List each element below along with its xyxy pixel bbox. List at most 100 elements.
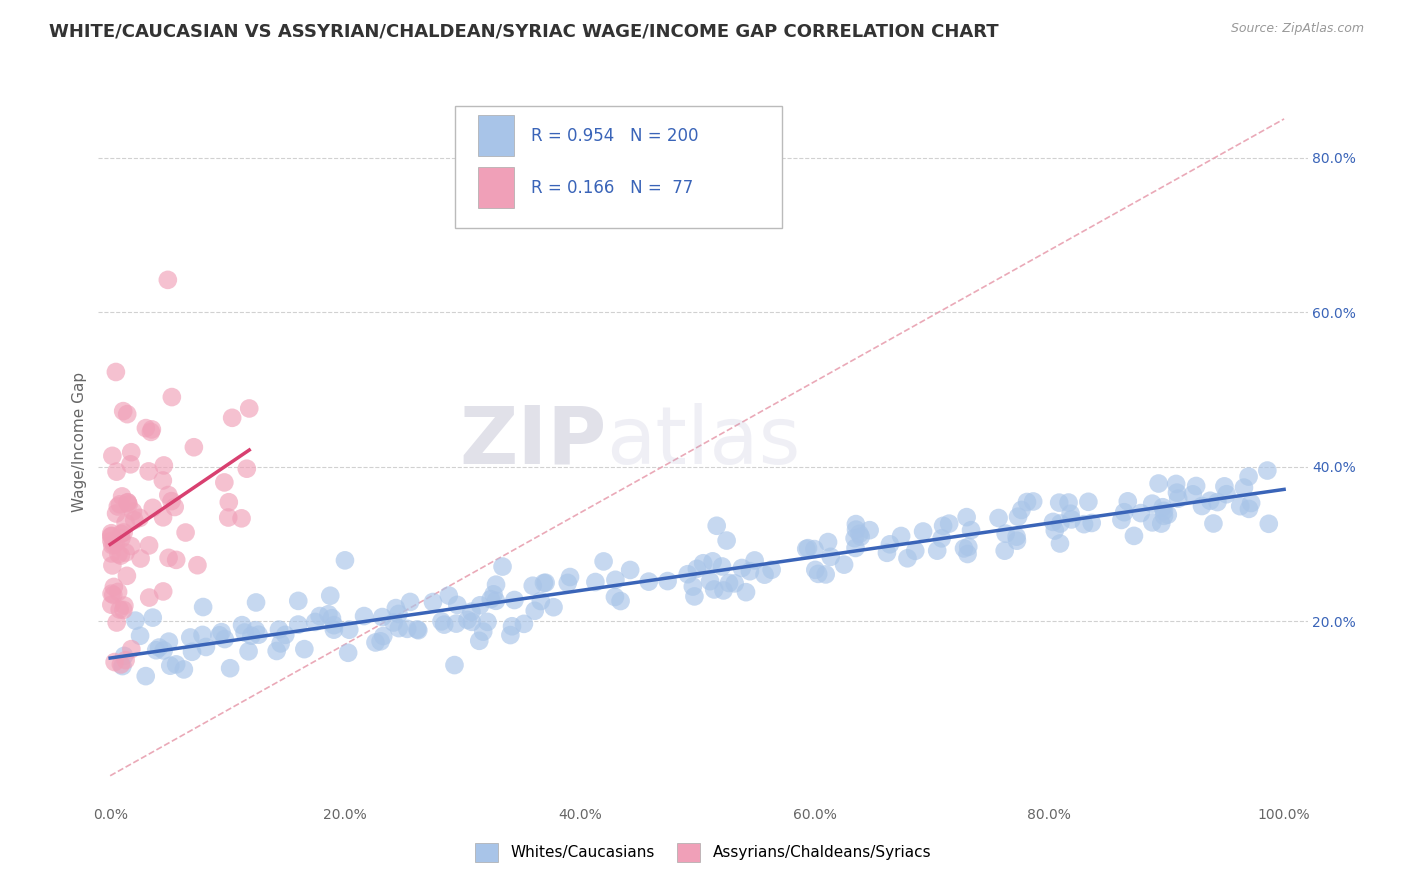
Point [1233, 481, 1256, 495]
Point [122, 504, 145, 518]
Point [735, 585, 758, 599]
Point [1059, 507, 1081, 521]
Point [124, 513, 146, 527]
Point [373, 629, 395, 643]
Point [1142, 516, 1164, 530]
Point [160, 390, 183, 404]
Point [370, 634, 392, 648]
Point [266, 644, 288, 658]
Point [319, 589, 342, 603]
Point [534, 575, 557, 590]
Point [820, 549, 842, 564]
Point [100, 587, 122, 601]
Point [101, 538, 124, 552]
Point [179, 631, 201, 645]
Point [110, 549, 132, 563]
Point [308, 609, 330, 624]
Point [879, 537, 901, 551]
Point [101, 558, 124, 573]
Point [848, 526, 870, 541]
Point [832, 558, 855, 572]
Point [987, 511, 1010, 525]
Point [238, 401, 260, 416]
Point [139, 425, 162, 439]
Point [477, 615, 499, 629]
Point [437, 589, 460, 603]
Point [100, 533, 122, 548]
Point [702, 554, 724, 568]
Point [1005, 530, 1028, 544]
Point [156, 273, 179, 287]
Point [388, 621, 411, 635]
Point [430, 615, 453, 629]
Point [245, 595, 267, 609]
Point [120, 642, 142, 657]
Point [112, 525, 135, 540]
Point [231, 618, 253, 632]
Point [107, 500, 129, 514]
Point [1080, 516, 1102, 530]
Point [270, 636, 292, 650]
Point [138, 538, 160, 552]
FancyBboxPatch shape [478, 115, 515, 156]
Point [1215, 487, 1237, 501]
Point [114, 653, 136, 667]
Point [807, 566, 830, 581]
Point [609, 594, 631, 608]
Point [364, 635, 387, 649]
Point [443, 658, 465, 673]
Point [142, 500, 165, 515]
Point [803, 542, 825, 557]
Point [1152, 500, 1174, 515]
Text: ZIP: ZIP [458, 402, 606, 481]
Point [1229, 499, 1251, 513]
Point [112, 648, 135, 663]
Point [953, 541, 976, 556]
Point [100, 598, 122, 612]
Point [1153, 508, 1175, 523]
Point [174, 525, 197, 540]
Point [103, 588, 125, 602]
Point [245, 623, 267, 637]
Point [1147, 476, 1170, 491]
Point [153, 458, 176, 473]
Point [157, 634, 180, 648]
Text: R = 0.166   N =  77: R = 0.166 N = 77 [531, 178, 693, 196]
Point [1057, 495, 1080, 509]
Text: Source: ZipAtlas.com: Source: ZipAtlas.com [1230, 22, 1364, 36]
Point [1166, 485, 1188, 500]
Point [387, 607, 409, 621]
Point [337, 623, 360, 637]
Point [110, 657, 132, 672]
Point [217, 510, 239, 524]
Point [100, 529, 122, 543]
Point [120, 539, 142, 553]
Point [219, 661, 242, 675]
Point [479, 592, 502, 607]
Point [960, 523, 983, 537]
Point [112, 404, 135, 418]
Point [1240, 496, 1263, 510]
Point [876, 546, 898, 560]
Point [142, 610, 165, 624]
Point [382, 615, 405, 630]
Point [103, 580, 125, 594]
Point [1181, 487, 1204, 501]
Point [108, 602, 131, 616]
Point [104, 536, 127, 550]
Point [152, 510, 174, 524]
Point [731, 561, 754, 575]
Point [129, 551, 152, 566]
Point [530, 594, 553, 608]
Point [1202, 516, 1225, 531]
Point [287, 617, 309, 632]
Point [957, 540, 980, 554]
Point [1157, 508, 1180, 522]
Point [1022, 494, 1045, 508]
Point [1213, 479, 1236, 493]
Point [1153, 504, 1175, 518]
Point [110, 532, 132, 546]
Point [485, 577, 508, 591]
Point [1111, 513, 1133, 527]
Point [337, 646, 360, 660]
